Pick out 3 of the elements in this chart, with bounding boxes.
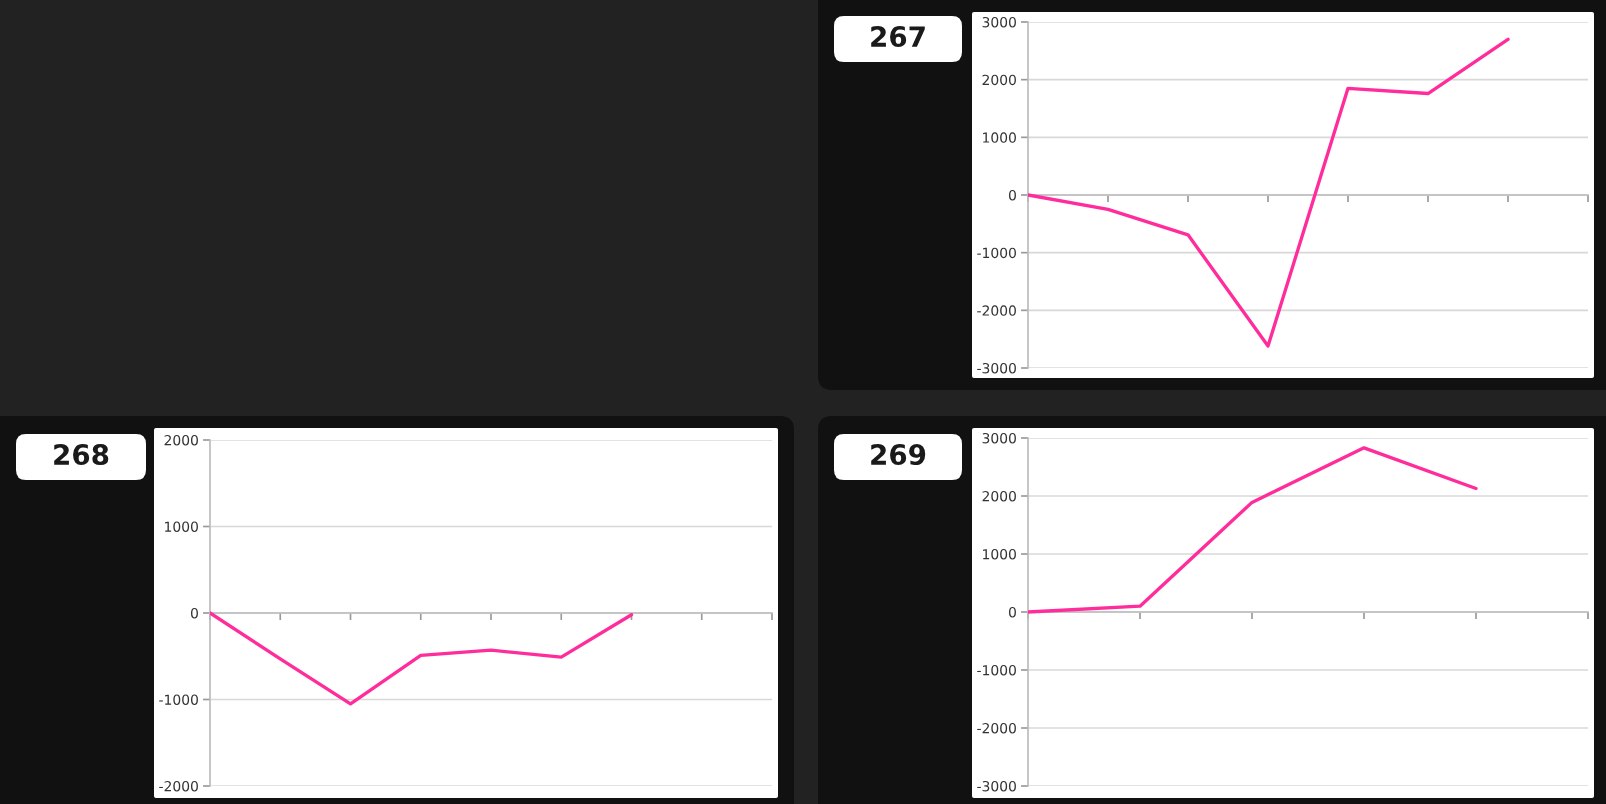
chart-title: 267	[871, 26, 925, 48]
chart-title: 269	[871, 444, 926, 466]
chart-title: 268	[54, 444, 109, 466]
